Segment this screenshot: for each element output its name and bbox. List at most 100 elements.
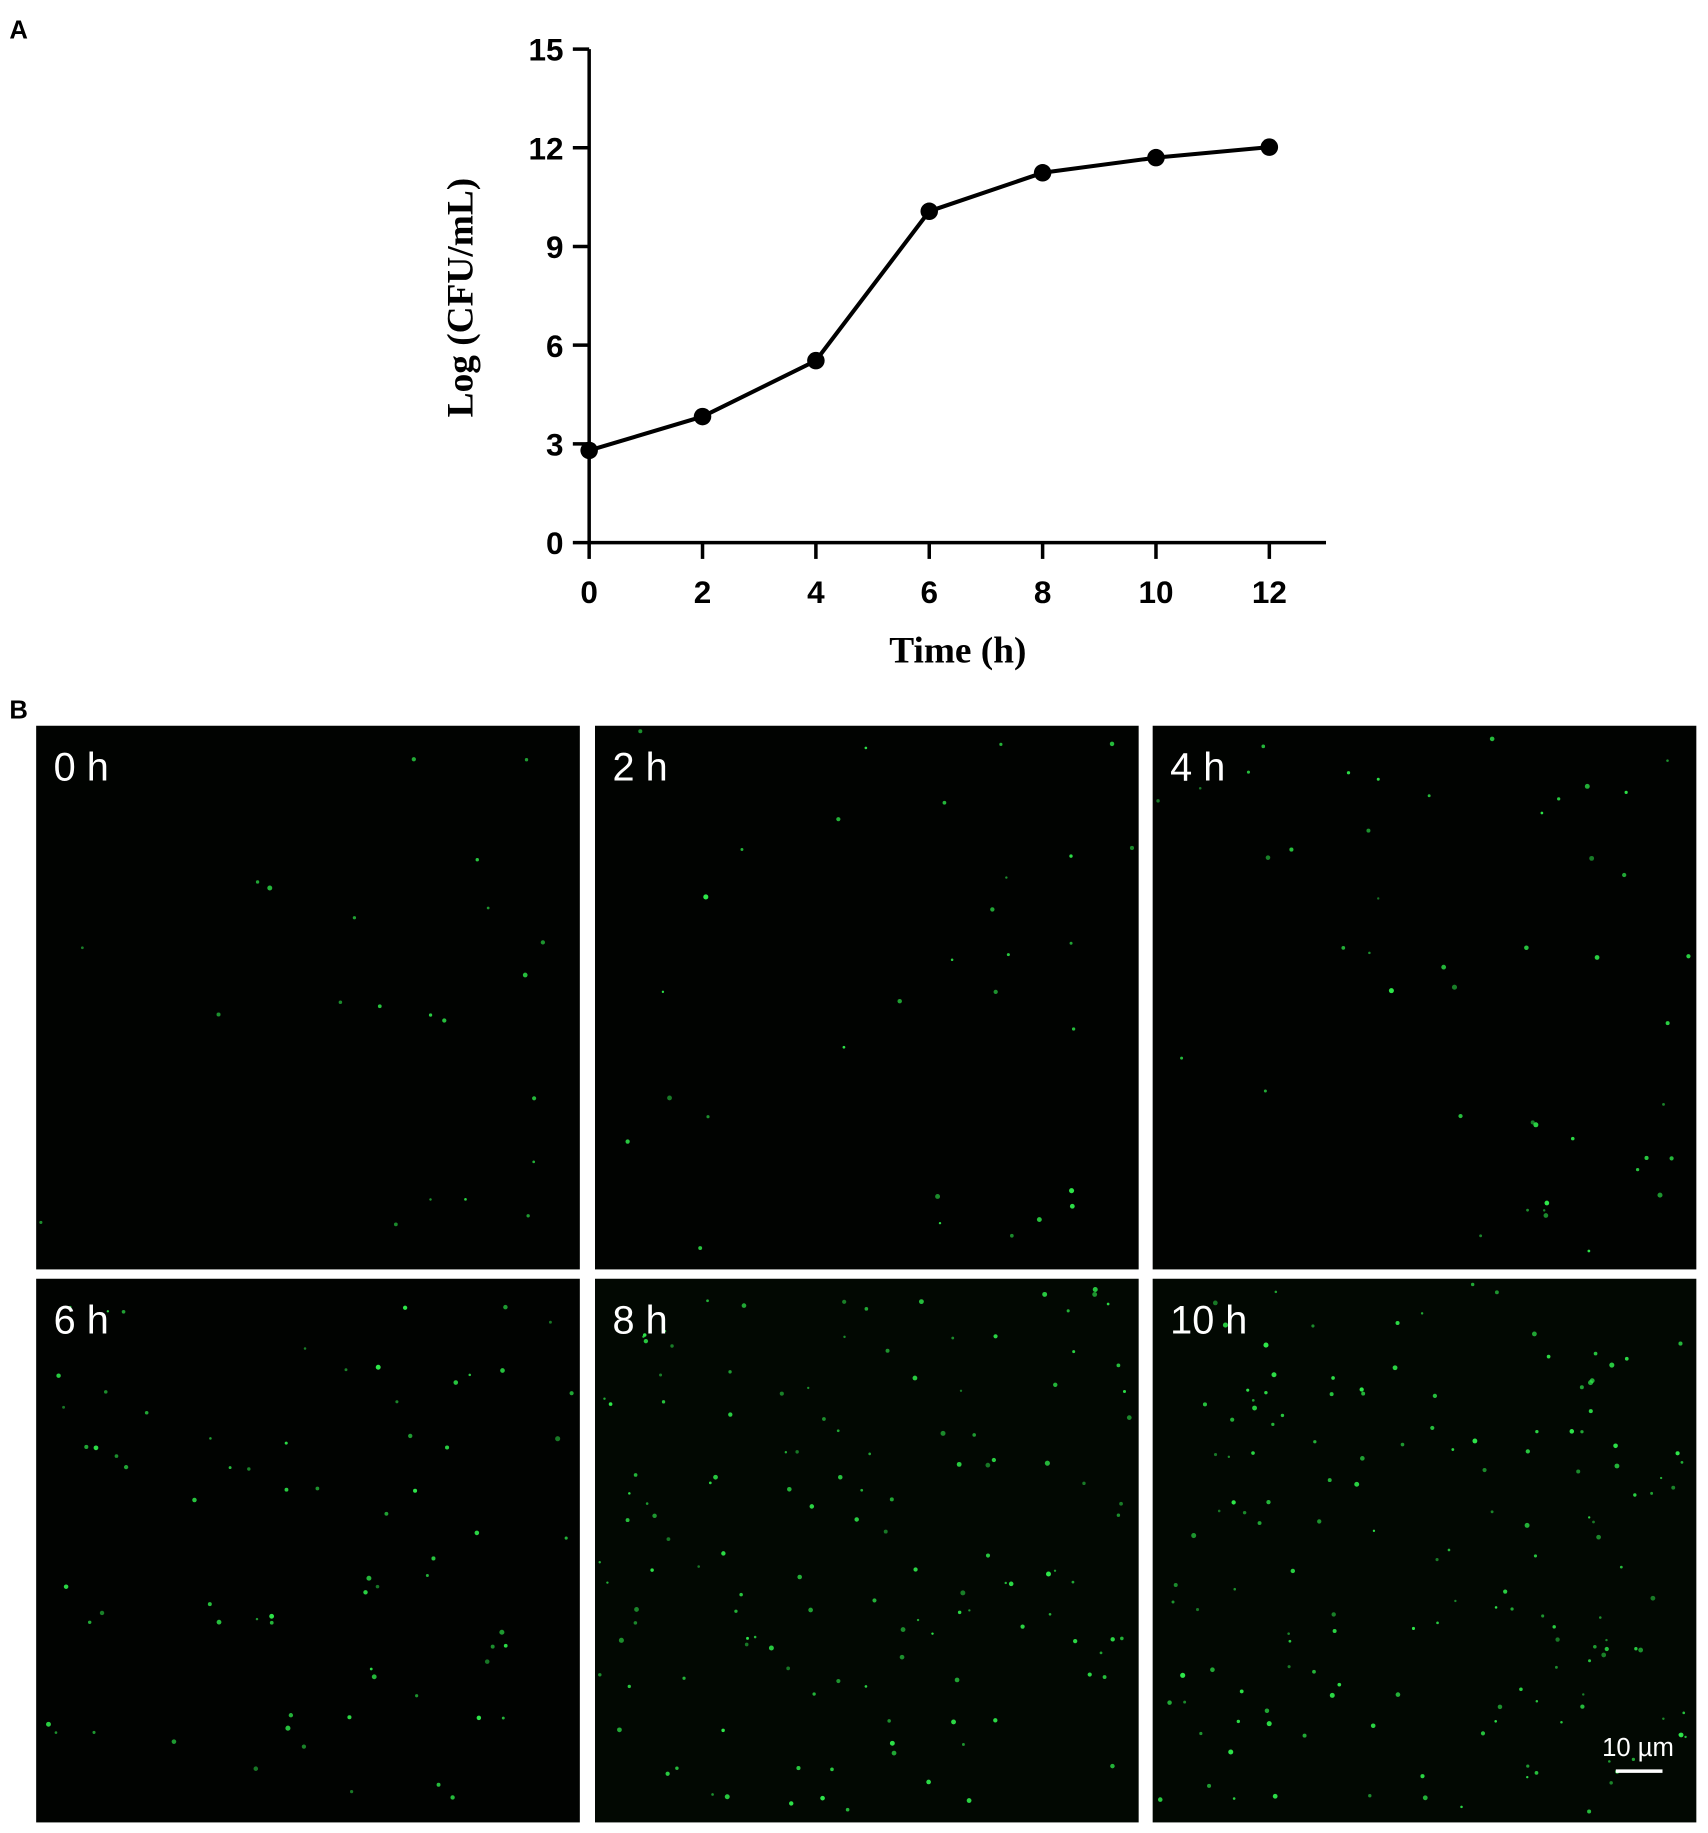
bacterium — [1678, 1733, 1682, 1737]
bacterium — [916, 1618, 920, 1622]
bacterium — [1332, 1628, 1337, 1633]
bacterium — [1207, 1783, 1212, 1788]
bacterium — [540, 940, 546, 945]
bacterium — [209, 1437, 212, 1440]
bacterium — [795, 1450, 799, 1454]
bacterium — [938, 1221, 942, 1225]
bacterium — [951, 1336, 955, 1340]
bacterium — [1631, 1757, 1636, 1761]
bacterium — [429, 1198, 432, 1201]
bacterium — [1271, 1422, 1275, 1427]
bacterium — [442, 1018, 447, 1023]
bacterium — [524, 758, 529, 762]
bacterium — [1082, 1481, 1086, 1486]
x-tick-label: 2 — [694, 574, 712, 610]
bacterium — [1312, 1669, 1316, 1674]
bacterium — [966, 1798, 972, 1803]
bacterium — [484, 1659, 490, 1664]
bacterium — [1272, 1793, 1278, 1799]
bacterium — [1046, 1571, 1051, 1577]
bacterium — [809, 1504, 815, 1509]
bacterium — [62, 1405, 66, 1409]
micrograph: 10 h — [1152, 1278, 1697, 1823]
bacterium — [1526, 1775, 1529, 1779]
micrograph: 4 h — [1152, 725, 1697, 1270]
bacterium — [475, 858, 479, 862]
bacterium — [1490, 1510, 1494, 1514]
bacterium — [1372, 1529, 1376, 1533]
bacterium — [253, 1766, 259, 1771]
panel-label: A — [9, 17, 28, 45]
bacterium — [1533, 1554, 1538, 1558]
bacterium — [1228, 1749, 1234, 1755]
bacterium — [1411, 1626, 1416, 1631]
bacterium — [1361, 1391, 1366, 1396]
bacterium — [1624, 1356, 1629, 1361]
bacterium — [1588, 1380, 1594, 1386]
bacterium — [366, 1575, 372, 1581]
bacterium — [1202, 1402, 1208, 1407]
bacterium — [1634, 1647, 1638, 1651]
bacterium — [114, 1454, 119, 1458]
bacterium — [951, 1719, 956, 1725]
bacterium — [1593, 1644, 1597, 1649]
bacterium — [1470, 1282, 1475, 1287]
bacterium — [1036, 1217, 1042, 1223]
bacterium — [1346, 771, 1351, 775]
bacterium — [1584, 783, 1590, 789]
bacterium — [1436, 1621, 1439, 1625]
bacterium — [1596, 1534, 1601, 1540]
bacterium — [1236, 1719, 1241, 1724]
bacterium — [267, 885, 273, 891]
bacterium — [682, 1676, 686, 1680]
bacterium — [1622, 872, 1627, 878]
bacterium — [1613, 1443, 1618, 1449]
bacterium — [1503, 1589, 1508, 1594]
bacterium — [1068, 1188, 1075, 1194]
bacterium — [428, 1013, 433, 1017]
bacterium — [606, 1581, 609, 1584]
bacterium — [408, 1433, 413, 1439]
bacterium — [990, 907, 995, 912]
bacterium — [942, 800, 947, 805]
x-tick-label: 0 — [580, 574, 598, 610]
bacterium — [1609, 1362, 1615, 1368]
bacterium — [474, 1530, 480, 1536]
bacterium — [1230, 1417, 1235, 1422]
bacterium — [468, 1373, 472, 1377]
bacterium — [46, 1721, 51, 1727]
image-label: 2 h — [613, 746, 668, 790]
bacterium — [1400, 1442, 1405, 1447]
bacterium — [625, 1518, 630, 1523]
bacterium — [1624, 790, 1628, 794]
bacterium — [1370, 1723, 1376, 1729]
bacterium — [1157, 1797, 1163, 1802]
bacterium — [659, 1373, 663, 1377]
image-label: 8 h — [613, 1299, 668, 1343]
bacterium — [315, 1486, 320, 1491]
bacterium — [350, 1789, 354, 1794]
bacterium — [1489, 736, 1495, 742]
bacterium — [1341, 946, 1346, 950]
bacterium — [1265, 855, 1271, 860]
bacterium — [598, 1561, 601, 1564]
bacterium — [1497, 1704, 1503, 1710]
bacterium — [1366, 828, 1371, 833]
bacterium — [603, 1397, 606, 1400]
bacterium — [1227, 1455, 1231, 1459]
bacterium — [1472, 1438, 1478, 1444]
bacterium — [255, 880, 260, 884]
bacterium — [402, 1305, 408, 1310]
bacterium — [954, 1677, 960, 1683]
bacterium — [628, 1492, 631, 1495]
bacterium — [1678, 1341, 1683, 1346]
bacterium — [1213, 1452, 1218, 1457]
bacterium — [1359, 1387, 1364, 1392]
scale-bar-label: 10 µm — [1602, 1734, 1674, 1762]
panel-label: B — [9, 697, 28, 725]
bacterium — [900, 1627, 906, 1632]
bacterium — [838, 1474, 843, 1480]
bacterium — [436, 1782, 441, 1787]
bacterium — [1287, 1665, 1291, 1669]
